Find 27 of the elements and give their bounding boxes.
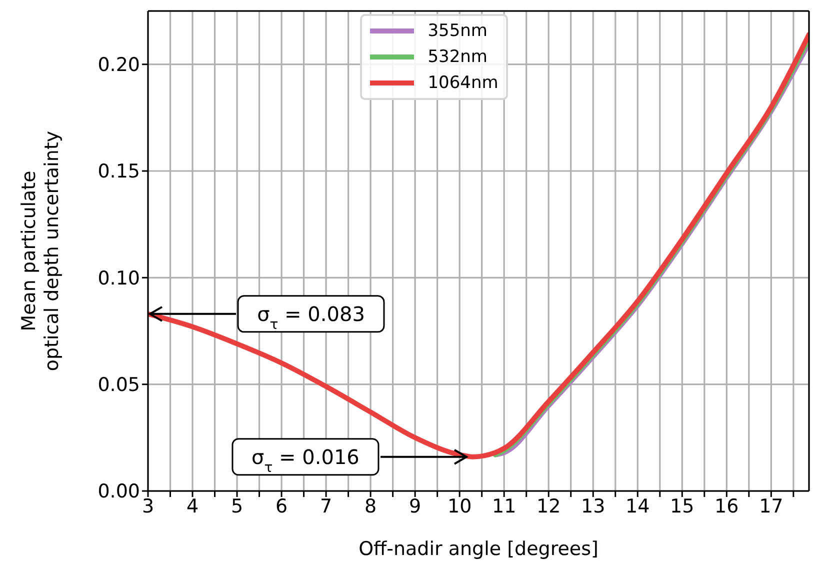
x-tick-label: 15 (670, 495, 694, 518)
legend-label: 1064nm (428, 73, 498, 93)
x-tick-label: 11 (492, 495, 516, 518)
x-axis-title: Off-nadir angle [degrees] (358, 538, 598, 560)
x-tick-label: 5 (230, 495, 244, 518)
x-tick-label: 16 (714, 495, 739, 518)
x-tick-label: 4 (186, 495, 199, 518)
x-tick-label: 7 (320, 495, 332, 518)
y-tick-label: 0.00 (98, 480, 140, 503)
x-tick-label: 12 (536, 495, 561, 518)
y-axis-title: Mean particulate optical depth uncertainty (18, 130, 63, 372)
y-tick-label: 0.15 (98, 160, 140, 183)
y-tick-label: 0.20 (98, 54, 140, 76)
legend-label: 532nm (428, 47, 488, 67)
legend-label: 355nm (428, 21, 488, 41)
x-tick-label: 17 (759, 495, 784, 518)
x-tick-label: 9 (409, 495, 422, 518)
x-tick-label: 13 (581, 495, 606, 518)
x-tick-label: 14 (626, 495, 650, 518)
x-tick-label: 10 (447, 495, 472, 518)
annotation: σ$_{τ}$ = 0.016 (252, 444, 360, 476)
x-tick-label: 6 (275, 495, 288, 518)
x-tick-label: 3 (142, 495, 154, 518)
y-tick-label: 0.10 (98, 267, 140, 290)
x-tick-label: 8 (364, 495, 377, 518)
annotation: σ$_{τ}$ = 0.083 (257, 302, 365, 333)
y-tick-label: 0.05 (98, 374, 140, 396)
